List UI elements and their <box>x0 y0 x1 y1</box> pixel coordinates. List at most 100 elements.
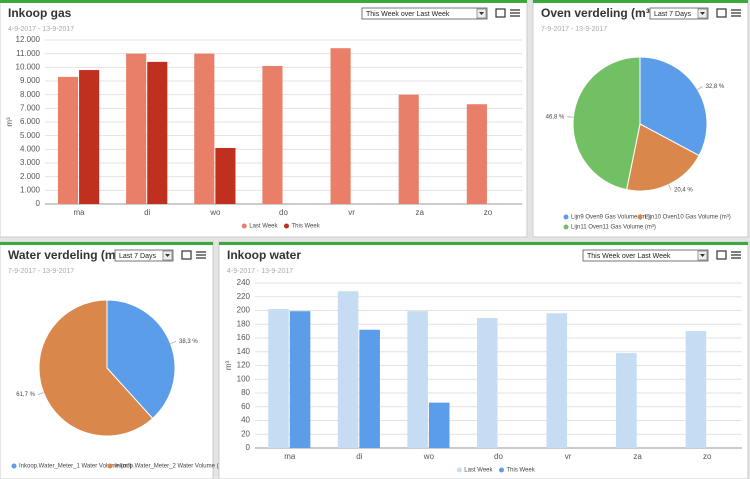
panel-subtitle: 7-9-2017 - 13-9-2017 <box>8 268 74 275</box>
panel-title: Inkoop gas <box>8 6 72 20</box>
dropdown-value[interactable]: This Week over Last Week <box>587 253 671 260</box>
x-tick-label: wo <box>209 208 221 217</box>
legend-marker <box>11 463 17 469</box>
legend-label: This Week <box>507 468 536 474</box>
bar <box>126 53 147 204</box>
y-axis-title: m³ <box>5 117 14 127</box>
bar <box>407 311 428 448</box>
y-tick-label: 120 <box>237 361 251 370</box>
bar <box>546 313 568 448</box>
panel-title: Water verdeling (m³) <box>8 248 124 262</box>
menu-icon[interactable] <box>510 9 520 17</box>
bar <box>685 331 707 448</box>
pie-slice <box>626 123 700 192</box>
dropdown-arrow[interactable] <box>700 12 705 15</box>
bar <box>476 318 498 448</box>
dropdown[interactable] <box>582 249 709 262</box>
dropdown[interactable] <box>114 249 174 262</box>
maximize-icon[interactable] <box>716 250 727 260</box>
legend-marker <box>499 467 505 473</box>
panel-subtitle: 7-9-2017 - 13-9-2017 <box>541 26 607 33</box>
bar <box>466 104 487 204</box>
maximize-icon[interactable] <box>716 8 727 18</box>
maximize-icon[interactable] <box>181 250 192 260</box>
dropdown-value[interactable]: Last 7 Days <box>654 11 691 18</box>
slice-label: 46,8 % <box>546 114 565 120</box>
legend-label: Inkoop.Water_Meter_2 Water Volume (m³) <box>115 464 228 470</box>
menu-icon[interactable] <box>196 251 206 259</box>
y-axis-title: m³ <box>224 361 233 371</box>
x-tick-label: vr <box>565 452 572 461</box>
legend-label: This Week <box>292 224 321 230</box>
maximize-icon[interactable] <box>495 8 506 18</box>
y-tick-label: 240 <box>237 278 251 287</box>
legend-marker <box>241 223 247 229</box>
pie-slice <box>106 299 176 420</box>
y-tick-label: 6.000 <box>20 117 41 126</box>
x-tick-label: di <box>356 452 362 461</box>
y-tick-label: 20 <box>241 429 250 438</box>
legend-label: Last Week <box>464 468 493 474</box>
y-tick-label: 12.000 <box>16 35 41 44</box>
bar <box>428 402 450 448</box>
x-tick-label: za <box>416 208 425 217</box>
label-leader <box>697 86 703 90</box>
legend-marker <box>637 214 643 220</box>
bar <box>337 291 359 448</box>
y-tick-label: 5.000 <box>20 131 41 140</box>
panel-subtitle: 4-9-2017 - 13-9-2017 <box>8 26 74 33</box>
y-tick-label: 11.000 <box>16 49 40 58</box>
label-leader <box>37 391 44 396</box>
dropdown-arrow[interactable] <box>479 12 484 15</box>
dropdown-value[interactable]: Last 7 Days <box>119 253 156 260</box>
legend-marker <box>456 467 462 473</box>
y-tick-label: 220 <box>237 292 251 301</box>
panel-accent <box>219 242 748 245</box>
panel-title: Inkoop water <box>227 248 301 262</box>
y-tick-label: 200 <box>237 306 251 315</box>
x-tick-label: za <box>633 452 642 461</box>
panel-accent <box>0 242 213 245</box>
legend-marker <box>284 223 290 229</box>
x-tick-label: zo <box>484 208 493 217</box>
y-tick-label: 3.000 <box>20 158 41 167</box>
legend-label: Lijn10 Oven10 Gas Volume (m³) <box>645 215 731 221</box>
x-tick-label: do <box>494 452 503 461</box>
x-tick-label: wo <box>423 452 435 461</box>
label-leader <box>668 184 672 191</box>
panel-subtitle: 4-9-2017 - 13-9-2017 <box>227 268 293 275</box>
x-tick-label: vr <box>348 208 355 217</box>
legend-marker <box>107 463 113 469</box>
bar <box>57 76 79 204</box>
pie-slice <box>38 299 154 437</box>
dropdown-value[interactable]: This Week over Last Week <box>366 11 450 18</box>
legend-label: Last Week <box>249 224 278 230</box>
x-tick-label: zo <box>703 452 712 461</box>
menu-icon[interactable] <box>731 9 741 17</box>
x-tick-label: di <box>144 208 150 217</box>
bar <box>215 147 236 204</box>
slice-label: 20,4 % <box>674 188 693 194</box>
legend-label: Lijn9 Oven9 Gas Volume (m³) <box>571 215 650 221</box>
y-tick-label: 160 <box>237 333 251 342</box>
y-tick-label: 1.000 <box>20 185 41 194</box>
dropdown[interactable] <box>649 7 709 20</box>
y-tick-label: 4.000 <box>20 144 41 153</box>
slice-label: 32,8 % <box>706 84 725 90</box>
y-tick-label: 60 <box>241 402 250 411</box>
menu-icon[interactable] <box>731 251 741 259</box>
x-tick-label: ma <box>74 208 86 217</box>
x-tick-label: do <box>279 208 288 217</box>
panel-accent <box>533 0 748 3</box>
dropdown-arrow[interactable] <box>700 254 705 257</box>
label-leader <box>170 340 177 345</box>
bar <box>398 94 419 204</box>
y-tick-label: 2.000 <box>20 172 41 181</box>
legend-marker <box>563 214 569 220</box>
y-tick-label: 140 <box>237 347 251 356</box>
bar <box>194 53 215 204</box>
dropdown[interactable] <box>361 7 488 20</box>
dropdown-arrow[interactable] <box>165 254 170 257</box>
y-tick-label: 9.000 <box>20 76 41 85</box>
